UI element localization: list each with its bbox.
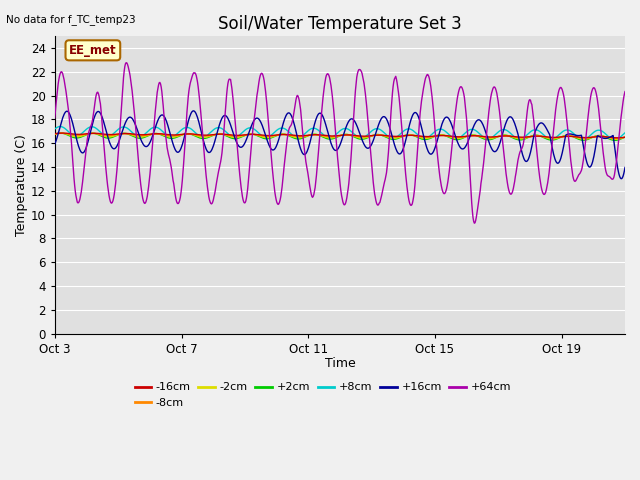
Text: EE_met: EE_met (69, 44, 116, 57)
Legend: -16cm, -8cm, -2cm, +2cm, +8cm, +16cm, +64cm: -16cm, -8cm, -2cm, +2cm, +8cm, +16cm, +6… (130, 378, 515, 412)
Text: No data for f_TC_temp23: No data for f_TC_temp23 (6, 14, 136, 25)
Y-axis label: Temperature (C): Temperature (C) (15, 134, 28, 236)
Title: Soil/Water Temperature Set 3: Soil/Water Temperature Set 3 (218, 15, 462, 33)
X-axis label: Time: Time (324, 357, 355, 370)
